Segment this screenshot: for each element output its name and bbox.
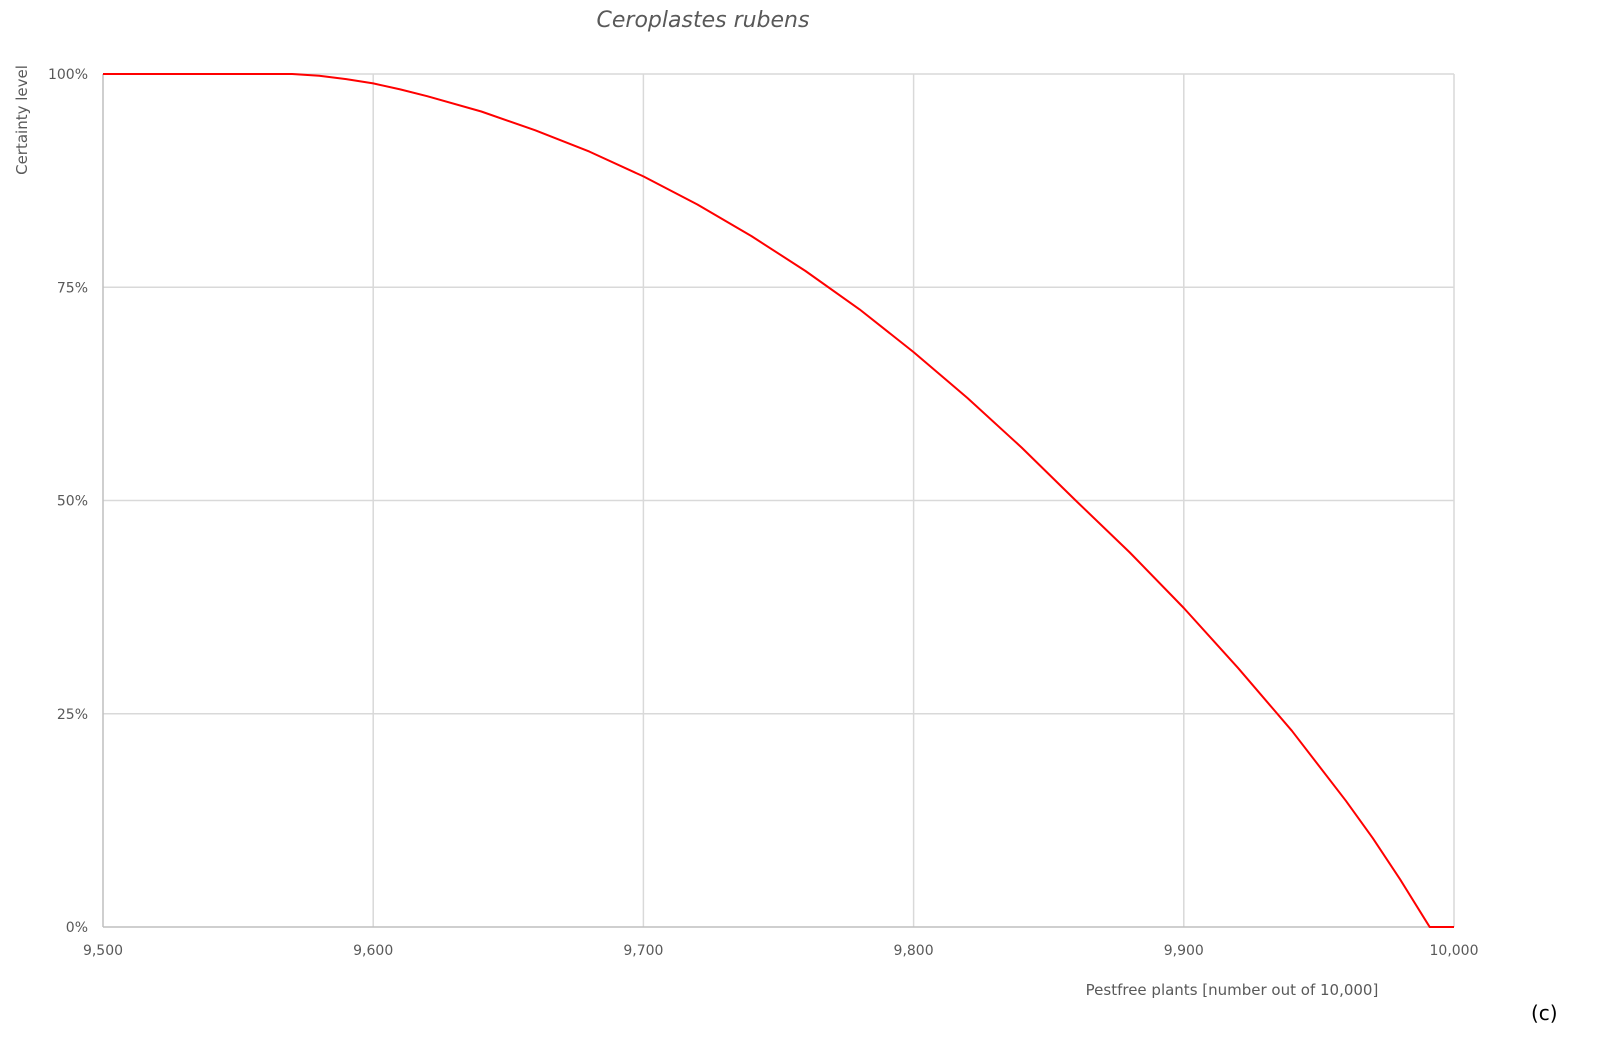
x-tick-label: 9,600 [353, 943, 393, 959]
y-tick-label: 0% [66, 920, 88, 936]
x-tick-label: 9,500 [83, 943, 123, 959]
y-tick-label: 100% [48, 67, 88, 83]
x-tick-label: 9,900 [1164, 943, 1204, 959]
x-tick-label: 9,700 [623, 943, 663, 959]
y-axis-label: Certainty level [13, 65, 31, 175]
x-tick-labels: 9,500 9,600 9,700 9,800 9,900 10,000 [83, 943, 1479, 959]
gridlines [103, 73, 1455, 927]
y-tick-label: 50% [57, 494, 88, 510]
series-line [103, 73, 1454, 928]
axes [102, 74, 1454, 928]
y-tick-labels: 0% 25% 50% 75% 100% [48, 67, 88, 936]
y-tick-label: 25% [57, 707, 88, 723]
y-tick-label: 75% [57, 280, 88, 296]
x-tick-label: 9,800 [894, 943, 934, 959]
x-axis-label: Pestfree plants [number out of 10,000] [1086, 981, 1379, 999]
x-tick-label: 10,000 [1430, 943, 1479, 959]
chart-title: Ceroplastes rubens [597, 8, 810, 33]
series-group [103, 73, 1454, 928]
panel-label: (c) [1531, 1001, 1558, 1025]
